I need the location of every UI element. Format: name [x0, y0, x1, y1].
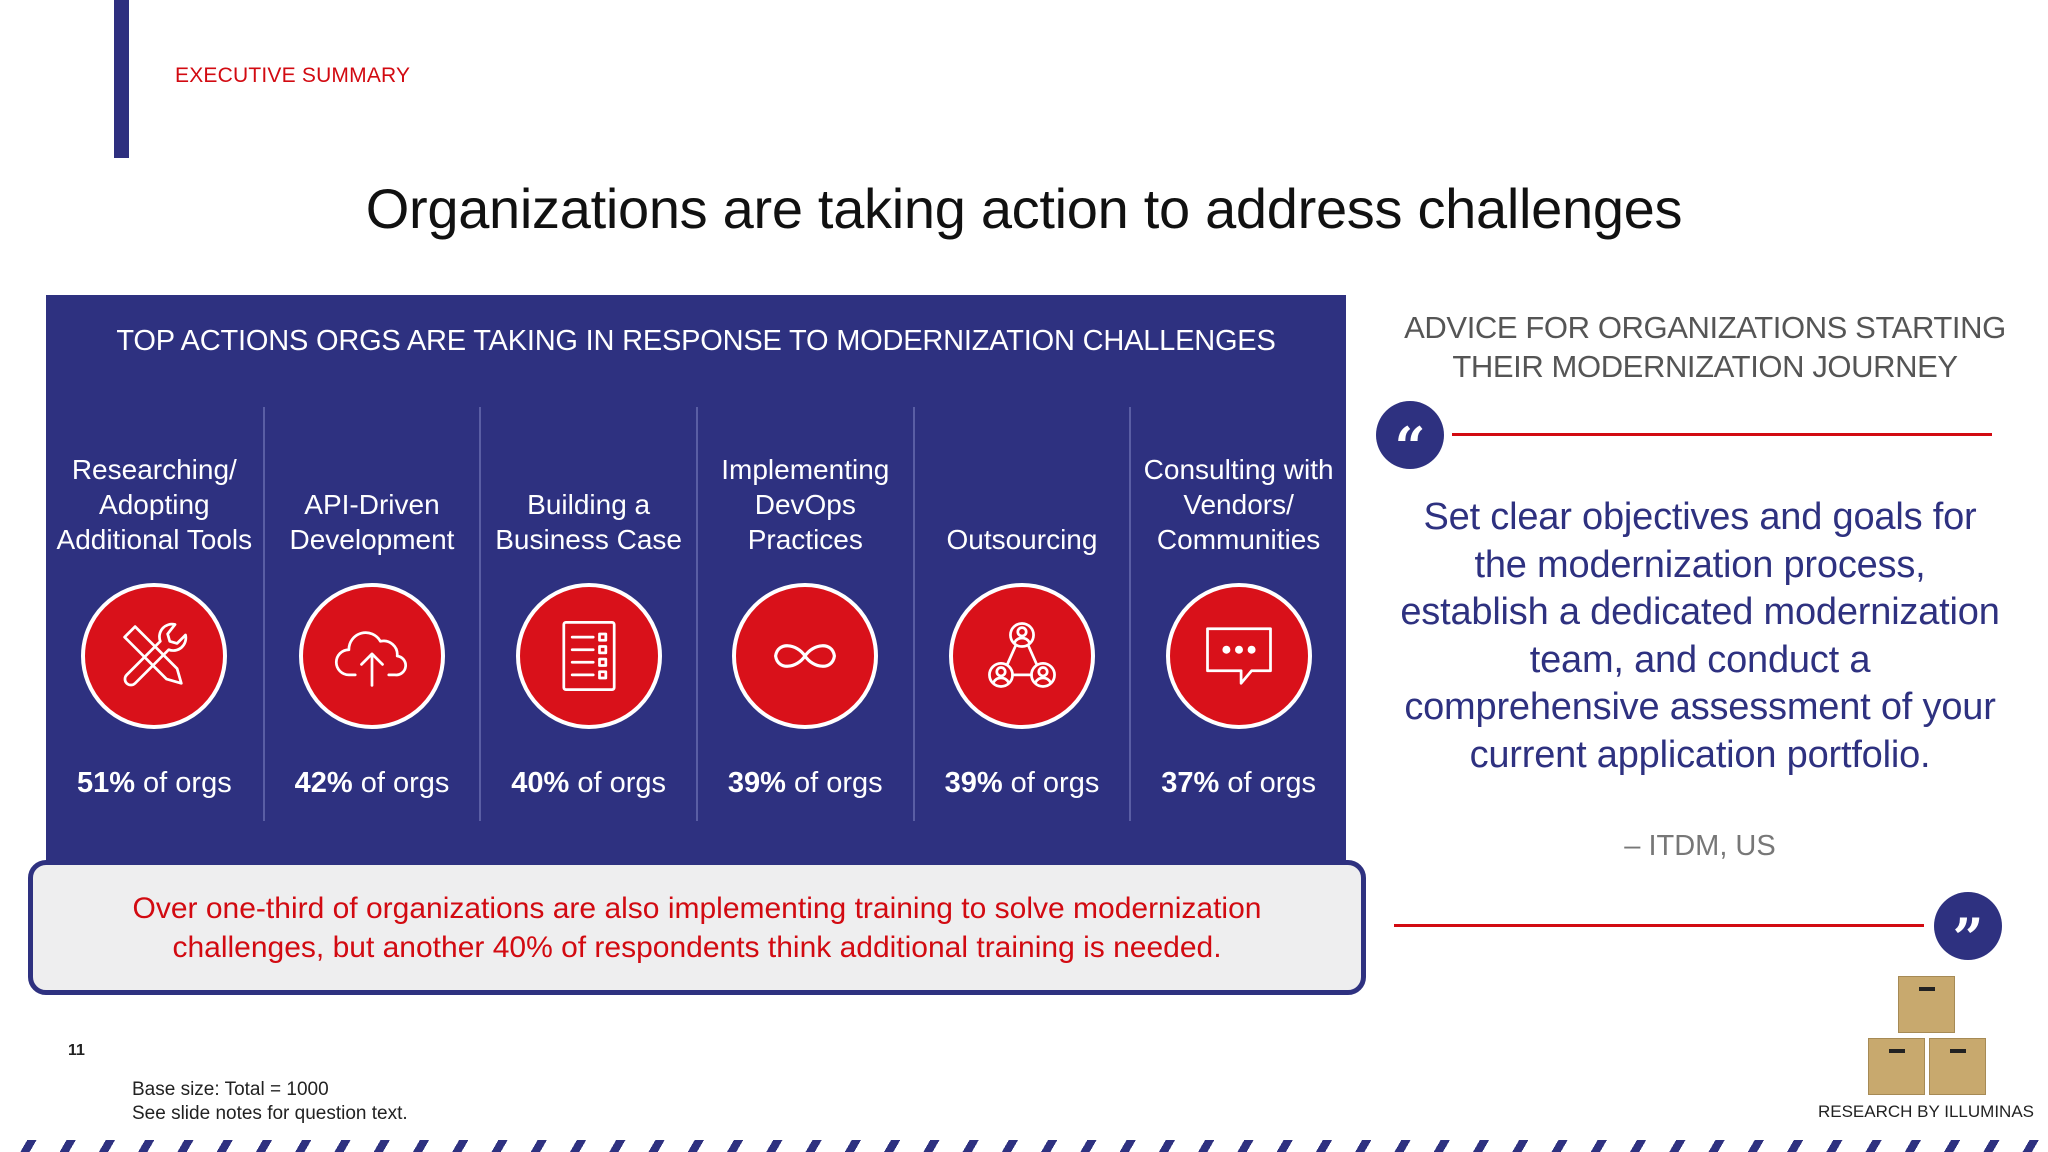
- page-title: Organizations are taking action to addre…: [365, 177, 1683, 240]
- research-credit: RESEARCH BY ILLUMINAS: [1817, 1102, 2034, 1121]
- action-stat: 42% of orgs: [294, 767, 450, 799]
- action-label: Outsourcing: [946, 524, 1098, 555]
- action-column: Outsourcing 39% of orgs: [912, 407, 1130, 821]
- box-icon: [1929, 1038, 1986, 1095]
- actions-panel: TOP ACTIONS ORGS ARE TAKING IN RESPONSE …: [46, 295, 1346, 872]
- quote-top-rule: [1452, 433, 1992, 436]
- close-quote-icon: ”: [1934, 892, 2002, 965]
- action-label: API-Driven Development: [289, 489, 455, 555]
- footnote: Base size: Total = 1000 See slide notes …: [132, 1078, 408, 1126]
- tools-icon: [81, 583, 228, 729]
- quote-attribution: – ITDM, US: [1624, 830, 1776, 862]
- page-number: 11: [68, 1042, 85, 1059]
- striped-footer-border: [0, 1140, 2048, 1152]
- chat-bubble-icon: [1165, 583, 1312, 729]
- action-stat: 40% of orgs: [511, 767, 667, 799]
- box-icon: [1898, 976, 1955, 1033]
- infinity-icon: [732, 583, 879, 729]
- action-stat: 37% of orgs: [1161, 767, 1316, 799]
- action-stat: 39% of orgs: [727, 767, 883, 799]
- actions-panel-title: TOP ACTIONS ORGS ARE TAKING IN RESPONSE …: [116, 325, 1276, 357]
- action-label: Researching/ Adopting Additional Tools: [56, 454, 253, 555]
- advice-quote: Set clear objectives and goals for the m…: [1400, 496, 2000, 776]
- action-column: Implementing DevOps Practices 39% of org…: [695, 407, 913, 821]
- accent-bar: [114, 0, 129, 158]
- training-callout: Over one-third of organizations are also…: [28, 860, 1366, 995]
- slide-notes-note: See slide notes for question text.: [132, 1103, 408, 1124]
- stacked-boxes-icon: [1866, 976, 1990, 1098]
- action-label: Consulting with Vendors/ Communities: [1143, 454, 1334, 555]
- open-quote-icon: “: [1376, 401, 1444, 474]
- actions-columns: Researching/ Adopting Additional Tools 5…: [46, 407, 1346, 821]
- people-network-icon: [948, 583, 1095, 729]
- action-label: Building a Business Case: [495, 489, 683, 555]
- checklist-icon: [515, 583, 662, 729]
- action-label: Implementing DevOps Practices: [721, 454, 890, 555]
- action-column: Consulting with Vendors/ Communities 37%…: [1129, 407, 1346, 821]
- action-column: Building a Business Case 40% of orgs: [479, 407, 696, 821]
- quote-bottom-rule: [1394, 924, 1924, 927]
- section-label: EXECUTIVE SUMMARY: [175, 64, 411, 87]
- box-icon: [1868, 1038, 1925, 1095]
- action-stat: 51% of orgs: [76, 767, 232, 799]
- base-size-note: Base size: Total = 1000: [132, 1079, 329, 1100]
- advice-title: ADVICE FOR ORGANIZATIONS STARTING THEIR …: [1404, 310, 2006, 384]
- cloud-upload-icon: [298, 583, 445, 729]
- action-column: Researching/ Adopting Additional Tools 5…: [46, 407, 263, 821]
- action-stat: 39% of orgs: [944, 767, 1100, 799]
- action-column: API-Driven Development 42% of orgs: [262, 407, 480, 821]
